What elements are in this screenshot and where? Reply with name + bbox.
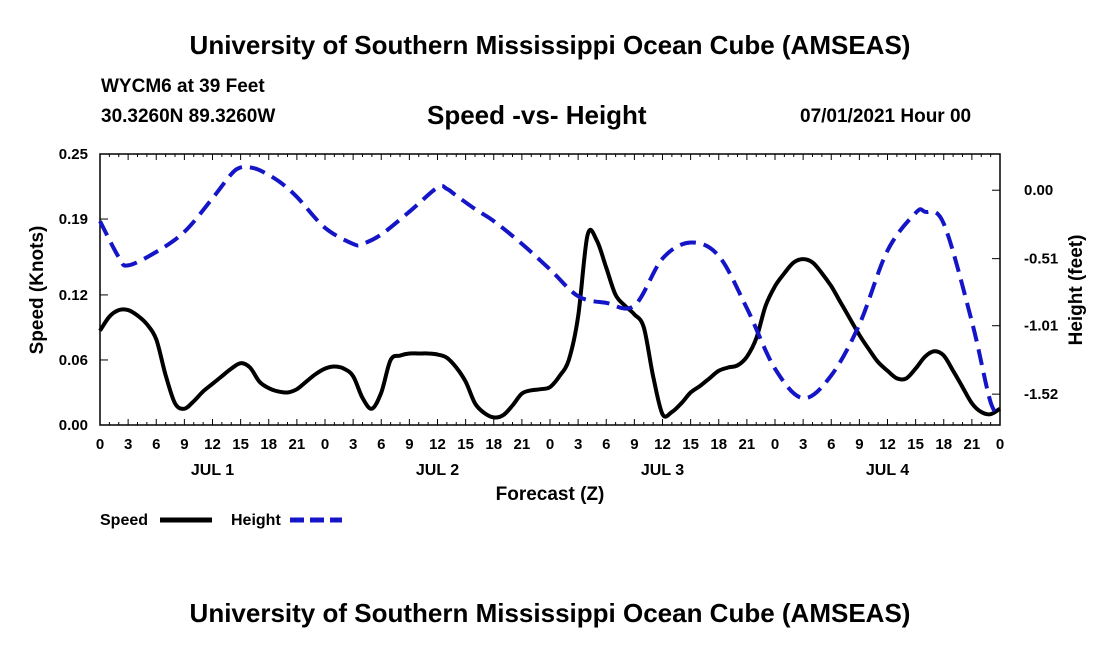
x-tick-label: 21: [289, 436, 306, 453]
footer-title: University of Southern Mississippi Ocean…: [189, 598, 911, 628]
x-tick-label: 0: [321, 436, 329, 453]
y-right-tick-label: -1.01: [1024, 318, 1058, 335]
series-layer: [98, 164, 1002, 420]
x-tick-label: 21: [964, 436, 981, 453]
station-coordinates: 30.3260N 89.3260W: [101, 106, 276, 127]
x-tick-label: 6: [827, 436, 835, 453]
x-tick-label: 0: [771, 436, 779, 453]
y-right-tick-label: -1.52: [1024, 386, 1058, 403]
y-right-axis-title: Height (feet): [1066, 235, 1087, 346]
x-tick-label: 0: [996, 436, 1004, 453]
x-tick-label: 12: [654, 436, 671, 453]
x-tick-label: 3: [124, 436, 132, 453]
x-tick-label: 21: [739, 436, 756, 453]
x-tick-label: 18: [260, 436, 277, 453]
y-left-tick-label: 0.25: [59, 146, 88, 163]
x-tick-label: 18: [485, 436, 502, 453]
x-tick-label: 9: [405, 436, 413, 453]
x-tick-label: 6: [152, 436, 160, 453]
x-tick-label: 6: [602, 436, 610, 453]
axis-ticks: 0 3 6 9 12 15 18 21 0 3 6 9 12 15 18 21 0 3 6 9 12 15 18 21 0 3 6 9…: [59, 146, 1058, 479]
x-tick-label: 6: [377, 436, 385, 453]
x-day-label: JUL 1: [191, 462, 234, 479]
x-tick-label: 18: [710, 436, 727, 453]
x-tick-label: 3: [799, 436, 807, 453]
x-tick-label: 0: [96, 436, 104, 453]
x-tick-label: 21: [514, 436, 531, 453]
x-day-label: JUL 4: [866, 462, 909, 479]
x-tick-label: 12: [879, 436, 896, 453]
page-title: University of Southern Mississippi Ocean…: [189, 30, 911, 60]
y-left-tick-label: 0.06: [59, 352, 88, 369]
series-speed-line: [98, 228, 1002, 420]
y-left-axis-title: Speed (Knots): [27, 226, 48, 355]
x-axis-title: Forecast (Z): [496, 484, 605, 505]
plot-frame: [99, 153, 1001, 426]
x-tick-label: 15: [907, 436, 924, 453]
x-tick-label: 3: [349, 436, 357, 453]
y-left-tick-label: 0.00: [59, 417, 88, 434]
x-tick-label: 3: [574, 436, 582, 453]
x-tick-label: 0: [546, 436, 554, 453]
station-label: WYCM6 at 39 Feet: [101, 76, 265, 97]
x-day-label: JUL 3: [641, 462, 684, 479]
x-tick-label: 15: [457, 436, 474, 453]
x-tick-label: 9: [630, 436, 638, 453]
legend-height-label: Height: [231, 512, 281, 529]
y-right-tick-label: 0.00: [1024, 182, 1053, 199]
x-tick-label: 9: [180, 436, 188, 453]
chart-title: Speed -vs- Height: [427, 100, 647, 130]
x-tick-label: 18: [935, 436, 952, 453]
y-left-tick-label: 0.12: [59, 287, 88, 304]
forecast-datetime: 07/01/2021 Hour 00: [800, 106, 972, 127]
series-height-line: [98, 164, 1002, 414]
x-tick-label: 15: [682, 436, 699, 453]
legend-speed-label: Speed: [100, 512, 148, 529]
x-tick-label: 12: [429, 436, 446, 453]
x-tick-label: 12: [204, 436, 221, 453]
y-right-tick-label: -0.51: [1024, 251, 1058, 268]
x-tick-label: 9: [855, 436, 863, 453]
y-left-tick-label: 0.19: [59, 211, 88, 228]
x-day-label: JUL 2: [416, 462, 459, 479]
x-tick-label: 15: [232, 436, 249, 453]
legend: Speed Height: [100, 512, 342, 529]
